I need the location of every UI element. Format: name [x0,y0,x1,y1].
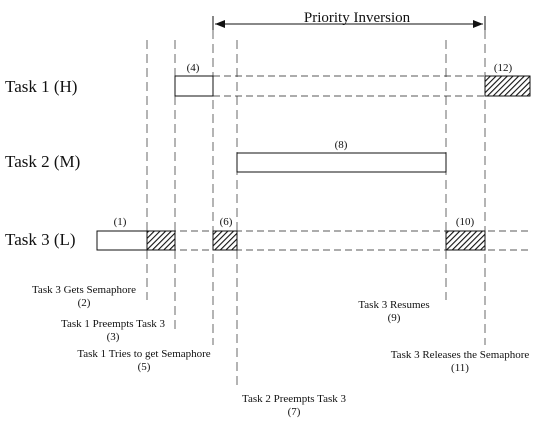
task-1-semaphore-block [484,75,531,97]
annotation-5-number: (5) [138,361,151,373]
task-1-running-block [174,75,214,97]
task-3-semaphore-block-3 [445,230,486,251]
annotation-2-text: Task 3 Gets Semaphore [32,284,136,296]
annotation-5-text: Task 1 Tries to get Semaphore [77,348,210,360]
annotation-11-text: Task 3 Releases the Semaphore [391,349,530,361]
annotation-11-number: (11) [451,362,469,374]
diagram-title: Priority Inversion [304,10,411,26]
annotation-9-text: Task 3 Resumes [358,299,429,311]
annotation-9-number: (9) [388,312,401,324]
task-3-semaphore-block-1 [146,230,176,251]
marker-8: (8) [335,139,348,151]
annotation-7-text: Task 2 Preempts Task 3 [242,393,346,405]
annotation-2-number: (2) [78,297,91,309]
marker-12: (12) [494,62,513,74]
annotation-3-text: Task 1 Preempts Task 3 [61,318,165,330]
annotation-7-number: (7) [288,406,301,418]
marker-10: (10) [456,216,475,228]
marker-4: (4) [187,62,200,74]
marker-6: (6) [220,216,233,228]
task-3-running-block [96,230,148,251]
task-2-running-block [236,152,447,173]
task-1-label: Task 1 (H) [5,77,77,96]
marker-1: (1) [114,216,127,228]
task-2-label: Task 2 (M) [5,152,80,171]
task-3-semaphore-block-2 [212,230,238,251]
annotation-3-number: (3) [107,331,120,343]
task-3-label: Task 3 (L) [5,230,76,249]
